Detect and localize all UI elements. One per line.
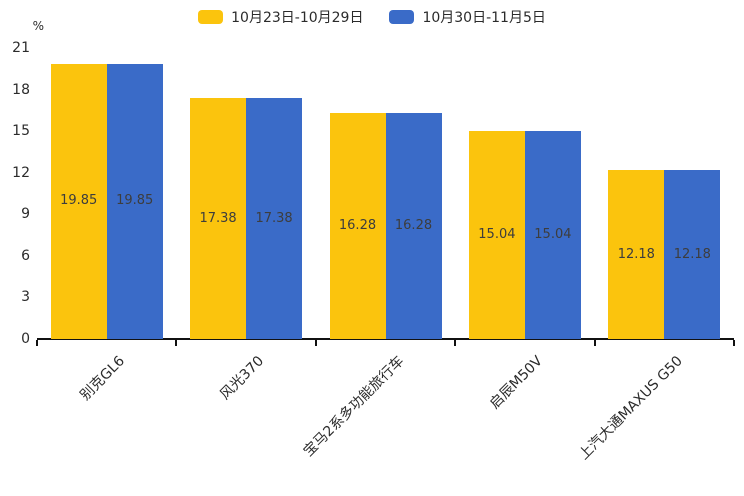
bar [468, 130, 525, 339]
bar-value-label: 17.38 [199, 210, 237, 226]
y-tick-label: 9 [21, 206, 30, 223]
bar-value-label: 19.85 [116, 193, 154, 209]
x-axis-line [37, 338, 734, 340]
bar-value-label: 15.04 [534, 226, 572, 242]
y-tick-label: 12 [12, 164, 30, 181]
bar-value-label: 17.38 [255, 210, 293, 226]
legend-item: 10月23日-10月29日 [198, 7, 363, 27]
bar [664, 170, 721, 339]
x-tick-label: 风光370 [217, 353, 268, 404]
legend-label: 10月23日-10月29日 [231, 10, 364, 26]
legend-swatch-icon [198, 10, 224, 24]
bar [329, 113, 386, 339]
bar [50, 63, 107, 339]
legend-label: 10月30日-11月5日 [422, 10, 546, 26]
y-tick-label: 3 [21, 289, 30, 306]
x-tick-label: 别克GL6 [77, 353, 129, 404]
legend-swatch-icon [389, 10, 415, 24]
bar-value-label: 19.85 [60, 193, 98, 209]
legend: 10月23日-10月29日 10月30日-11月5日 [0, 7, 744, 27]
y-tick-label: 21 [12, 40, 30, 56]
bar [246, 98, 303, 339]
y-tick-label: 0 [21, 331, 30, 347]
x-axis-tick [454, 340, 457, 346]
y-axis-unit: % [32, 19, 44, 33]
bar [106, 63, 163, 339]
bar-value-label: 12.18 [617, 246, 655, 262]
x-tick-label: 启辰M50V [487, 353, 547, 413]
y-tick-label: 15 [12, 123, 30, 140]
x-axis-tick [593, 340, 596, 346]
bar-value-label: 16.28 [394, 218, 433, 234]
x-axis-tick [314, 340, 317, 346]
legend-item: 10月30日-11月5日 [389, 7, 546, 27]
x-axis-tick [36, 340, 38, 346]
y-tick-label: 6 [21, 247, 30, 264]
bar [524, 130, 581, 339]
x-axis-tick [733, 340, 735, 346]
x-axis-tick [175, 340, 178, 346]
bar-value-label: 12.18 [673, 246, 711, 262]
bar [190, 98, 247, 339]
bar [385, 113, 442, 339]
bar-value-label: 15.04 [478, 226, 516, 242]
bar-value-label: 16.28 [338, 218, 377, 234]
x-tick-label: 宝马2系多功能旅行车 [300, 353, 407, 460]
bar [608, 170, 665, 339]
y-tick-label: 18 [12, 81, 30, 98]
x-tick-label: 上汽大通MAXUS G50 [575, 353, 686, 464]
